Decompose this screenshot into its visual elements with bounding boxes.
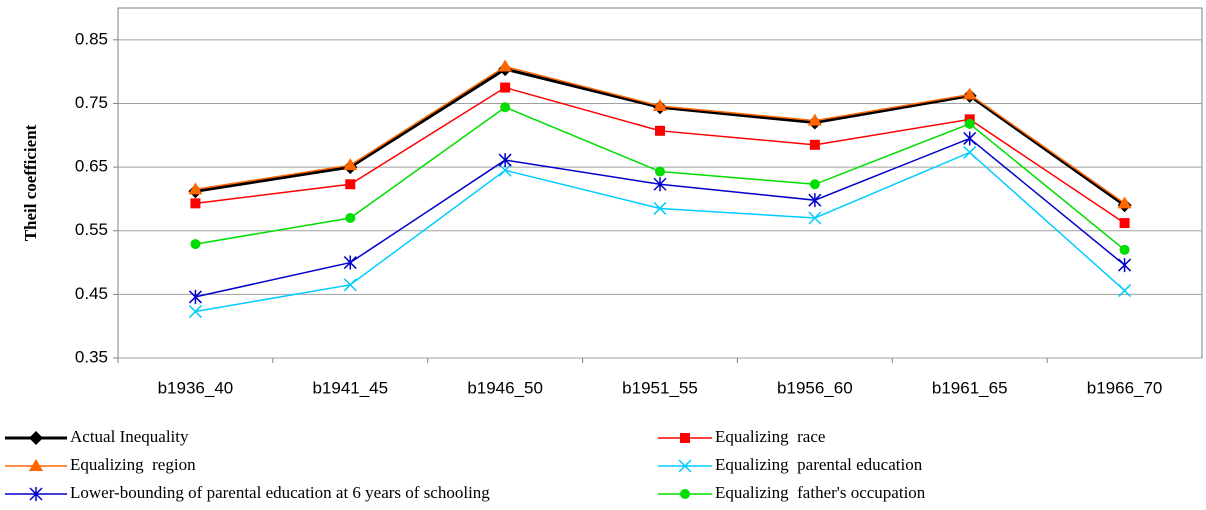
x-tick-label: b1951_55 <box>622 378 698 397</box>
marker <box>653 177 667 192</box>
marker <box>962 87 977 100</box>
legend-marker <box>29 431 43 445</box>
y-tick-label: 0.65 <box>75 157 108 176</box>
x-tick-label: b1946_50 <box>467 378 543 397</box>
x-tick-label: b1936_40 <box>158 378 234 397</box>
marker <box>498 153 512 168</box>
legend-marker <box>680 489 690 499</box>
marker <box>1119 218 1130 229</box>
y-tick-label: 0.85 <box>75 29 108 48</box>
legend-marker <box>29 487 43 501</box>
marker <box>808 193 822 208</box>
y-tick-label: 0.45 <box>75 284 108 303</box>
marker <box>809 179 820 190</box>
marker <box>498 59 513 72</box>
marker <box>500 82 511 93</box>
marker <box>498 163 512 177</box>
x-tick-label: b1956_60 <box>777 378 853 397</box>
marker <box>343 158 358 171</box>
marker <box>964 118 975 129</box>
x-tick-label: b1961_65 <box>932 378 1008 397</box>
legend-label: Lower-bounding of parental education at … <box>70 483 490 502</box>
legend-label: Equalizing parental education <box>715 455 923 474</box>
marker <box>500 102 511 113</box>
legend-marker <box>680 433 690 443</box>
marker <box>188 305 202 319</box>
legend-label: Equalizing race <box>715 427 825 446</box>
legend-marker <box>29 459 43 471</box>
marker <box>809 139 820 150</box>
marker <box>188 182 203 195</box>
marker <box>343 255 357 270</box>
legend-label: Equalizing region <box>70 455 196 474</box>
legend-label: Equalizing father's occupation <box>715 483 926 502</box>
marker <box>1118 284 1132 298</box>
marker <box>807 113 822 126</box>
marker <box>345 179 356 190</box>
marker <box>1119 244 1130 255</box>
marker <box>655 125 665 136</box>
legend-label: Actual Inequality <box>70 427 189 446</box>
marker <box>1118 258 1132 273</box>
x-tick-label: b1966_70 <box>1087 378 1163 397</box>
marker <box>653 201 667 215</box>
marker <box>808 211 822 225</box>
marker <box>1117 196 1132 209</box>
marker <box>653 99 667 111</box>
marker <box>655 166 665 177</box>
marker <box>190 239 201 250</box>
marker <box>345 213 356 223</box>
marker <box>963 131 977 146</box>
marker <box>190 198 201 209</box>
y-axis-title: Theil coefficient <box>21 124 40 241</box>
marker <box>188 289 202 304</box>
marker <box>343 278 357 292</box>
legend-marker <box>678 459 692 473</box>
marker <box>963 145 977 159</box>
y-tick-label: 0.75 <box>75 93 108 112</box>
x-tick-label: b1941_45 <box>312 378 388 397</box>
y-tick-label: 0.35 <box>75 347 108 366</box>
y-tick-label: 0.55 <box>75 220 108 239</box>
